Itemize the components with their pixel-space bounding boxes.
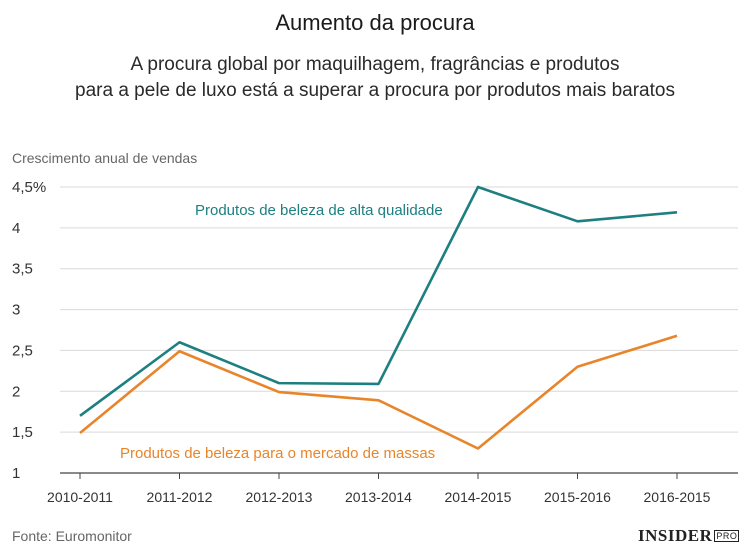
series-lines <box>79 185 678 450</box>
x-tick-label: 2010-2011 <box>47 489 113 505</box>
y-tick-label: 4 <box>12 220 20 237</box>
logo-main-text: INSIDER <box>638 526 713 545</box>
logo-pro-badge: PRO <box>714 530 740 542</box>
series-labels: Produtos de beleza de alta qualidade Prod… <box>120 202 443 462</box>
y-tick-label: 4,5% <box>12 179 46 196</box>
y-tick-label: 1 <box>12 465 20 482</box>
y-tick-label: 2,5 <box>12 342 33 359</box>
series-label-1: Produtos de beleza de alta qualidade <box>195 202 443 219</box>
chart-subtitle: A procura global por maquilhagem, fragrâ… <box>0 52 750 104</box>
x-tick-label: 2011-2012 <box>147 489 213 505</box>
series-line-2 <box>79 334 678 450</box>
grid-lines <box>60 186 738 433</box>
y-tick-label: 1,5 <box>12 424 33 441</box>
x-tick-label: 2015-2016 <box>544 489 611 505</box>
insider-pro-logo: INSIDER PRO <box>638 526 740 546</box>
y-tick-label: 3 <box>12 302 20 319</box>
subtitle-line-2: para a pele de luxo está a superar a pro… <box>75 80 675 101</box>
y-axis-label: Crescimento anual de vendas <box>12 150 198 166</box>
x-tick-label: 2013-2014 <box>345 489 412 505</box>
series-line-1 <box>79 185 678 417</box>
chart-title: Aumento da procura <box>275 10 475 35</box>
series-label-2: Produtos de beleza para o mercado de mas… <box>120 445 435 462</box>
x-axis: 2010-2011 2011-2012 2012-2013 2013-2014 2014… <box>47 472 738 505</box>
x-tick-label: 2014-2015 <box>445 489 512 505</box>
x-tick-label: 2016-2015 <box>644 489 711 505</box>
subtitle-line-1: A procura global por maquilhagem, fragrâ… <box>130 54 620 75</box>
y-axis-ticks: 1 1,5 2 2,5 3 3,5 4 4,5% <box>12 179 46 482</box>
source-note: Fonte: Euromonitor <box>12 528 132 544</box>
x-tick-label: 2012-2013 <box>246 489 313 505</box>
y-tick-label: 3,5 <box>12 261 33 278</box>
y-tick-label: 2 <box>12 383 20 400</box>
